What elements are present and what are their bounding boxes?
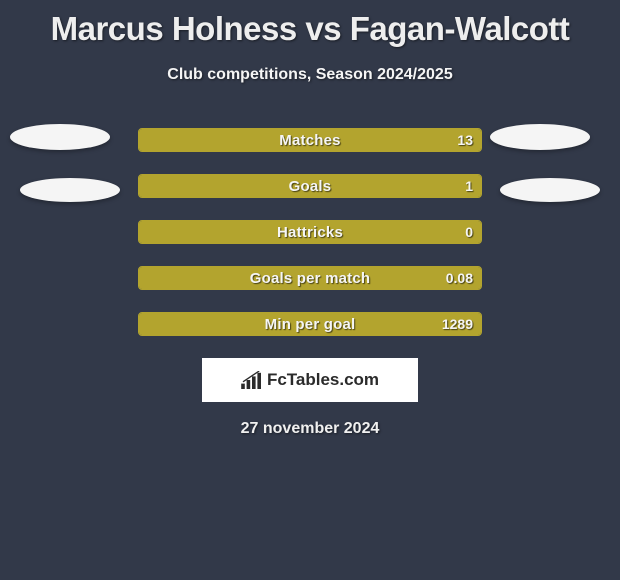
- stat-value: 1289: [442, 313, 473, 335]
- stat-value: 0.08: [446, 267, 473, 289]
- fctables-icon: [241, 371, 263, 389]
- side-ellipse: [10, 124, 110, 150]
- stat-value: 13: [457, 129, 473, 151]
- stat-label: Goals: [139, 175, 481, 197]
- side-ellipse: [500, 178, 600, 202]
- stat-value: 1: [465, 175, 473, 197]
- stat-label: Hattricks: [139, 221, 481, 243]
- stat-row: Goals per match0.08: [138, 266, 482, 290]
- logo-box: FcTables.com: [202, 358, 418, 402]
- logo-text: FcTables.com: [267, 370, 379, 390]
- stat-label: Matches: [139, 129, 481, 151]
- stat-label: Goals per match: [139, 267, 481, 289]
- page-title: Marcus Holness vs Fagan-Walcott: [0, 0, 620, 48]
- stat-row: Matches13: [138, 128, 482, 152]
- side-ellipse: [490, 124, 590, 150]
- date-line: 27 november 2024: [0, 420, 620, 438]
- stats-panel: Matches13 Goals1 Hattricks0 Goals per match…: [0, 128, 620, 336]
- stat-row: Min per goal1289: [138, 312, 482, 336]
- stat-label: Min per goal: [139, 313, 481, 335]
- chart-container: Marcus Holness vs Fagan-Walcott Club com…: [0, 0, 620, 580]
- side-ellipse: [20, 178, 120, 202]
- stat-row: Goals1: [138, 174, 482, 198]
- subtitle: Club competitions, Season 2024/2025: [0, 66, 620, 84]
- stat-row: Hattricks0: [138, 220, 482, 244]
- stat-value: 0: [465, 221, 473, 243]
